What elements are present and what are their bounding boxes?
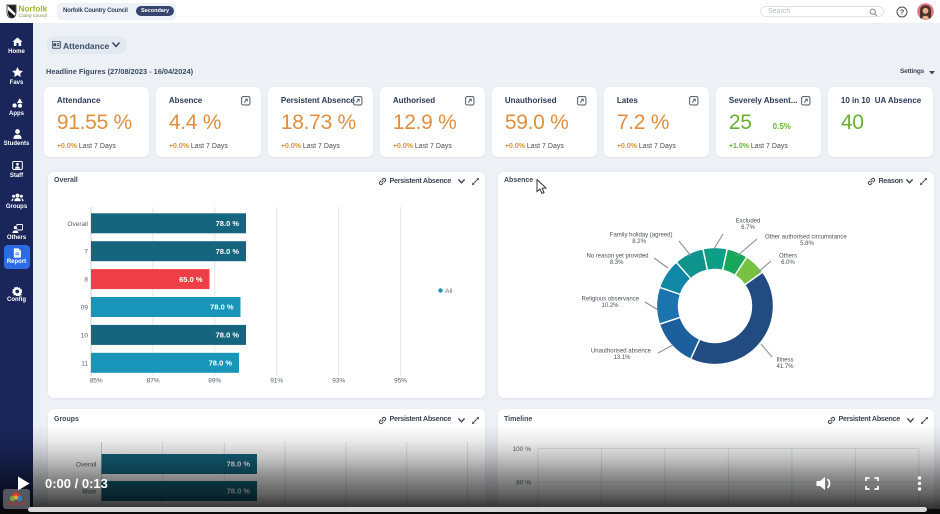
svg-text:All: All	[445, 288, 453, 295]
svg-text:Overall: Overall	[67, 221, 88, 228]
svg-text:09: 09	[81, 305, 89, 312]
svg-text:6.0%: 6.0%	[781, 260, 795, 266]
svg-text:85%: 85%	[90, 378, 103, 385]
svg-text:Norfolk: Norfolk	[19, 5, 48, 14]
svg-text:?: ?	[900, 8, 905, 17]
svg-text:Family holiday (agreed): Family holiday (agreed)	[610, 233, 673, 239]
svg-text:78.0 %: 78.0 %	[209, 359, 233, 368]
svg-text:80 %: 80 %	[516, 480, 531, 487]
svg-text:No reason yet provided: No reason yet provided	[586, 254, 648, 260]
svg-text:78.0 %: 78.0 %	[210, 303, 234, 312]
svg-text:89%: 89%	[208, 378, 221, 385]
svg-text:Others: Others	[779, 254, 797, 260]
svg-text:13.1%: 13.1%	[613, 355, 631, 361]
svg-text:78.0 %: 78.0 %	[227, 460, 251, 469]
svg-text:Religious observance: Religious observance	[582, 297, 640, 303]
svg-text:100 %: 100 %	[513, 446, 532, 453]
svg-text:Illness: Illness	[776, 358, 793, 364]
svg-text:Unauthorised absence: Unauthorised absence	[591, 349, 652, 355]
svg-text:County Council: County Council	[19, 13, 47, 18]
svg-text:41.7%: 41.7%	[776, 364, 794, 370]
svg-text:95%: 95%	[394, 378, 407, 385]
svg-text:78.0 %: 78.0 %	[216, 219, 240, 228]
svg-text:8: 8	[84, 277, 88, 284]
svg-text:78.0 %: 78.0 %	[216, 331, 240, 340]
svg-text:8.3%: 8.3%	[610, 260, 624, 266]
svg-text:11: 11	[81, 360, 88, 367]
svg-text:Excluded: Excluded	[736, 219, 761, 225]
svg-text:6.7%: 6.7%	[741, 225, 755, 231]
svg-text:93%: 93%	[332, 378, 345, 385]
svg-text:10: 10	[81, 332, 89, 339]
svg-text:87%: 87%	[147, 378, 160, 385]
svg-text:Overall: Overall	[76, 462, 97, 469]
svg-text:Other authorised circumstance: Other authorised circumstance	[765, 235, 847, 241]
svg-text:78.0 %: 78.0 %	[216, 247, 240, 256]
svg-text:7: 7	[84, 249, 88, 256]
svg-text:65.0 %: 65.0 %	[179, 275, 203, 284]
svg-text:78.0 %: 78.0 %	[227, 487, 251, 496]
svg-text:10.2%: 10.2%	[601, 303, 619, 309]
svg-text:5.8%: 5.8%	[800, 241, 814, 247]
svg-text:8.2%: 8.2%	[632, 239, 646, 245]
svg-text:91%: 91%	[270, 378, 283, 385]
